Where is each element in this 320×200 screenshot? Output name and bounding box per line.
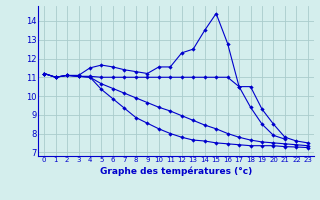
X-axis label: Graphe des températures (°c): Graphe des températures (°c)	[100, 166, 252, 176]
